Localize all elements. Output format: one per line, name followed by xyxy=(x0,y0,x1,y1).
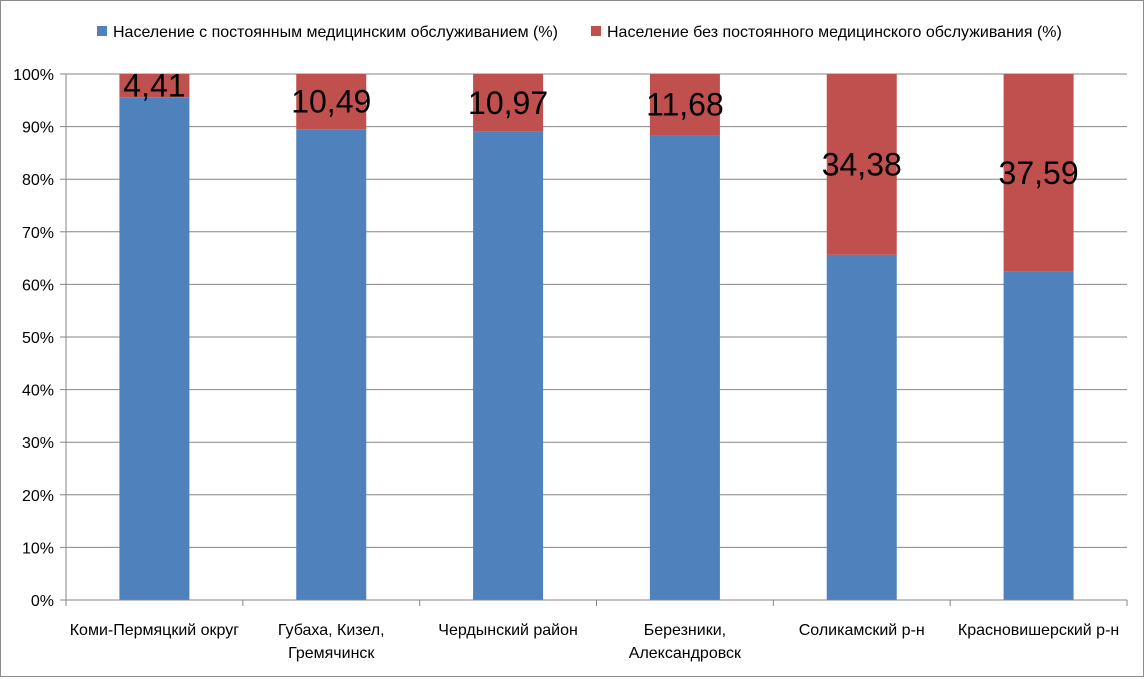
category-label: Соликамский р-н xyxy=(799,622,925,639)
category-label-line: Коми-Пермяцкий округ xyxy=(70,622,240,639)
category-label: Красновишерский р-н xyxy=(958,622,1119,639)
y-tick-label: 40% xyxy=(22,383,54,400)
y-tick-label: 20% xyxy=(22,488,54,505)
category-label: Губаха, Кизел, Гремячинск xyxy=(278,622,385,662)
bar-without-care xyxy=(1003,74,1074,272)
y-tick-label: 80% xyxy=(22,172,54,189)
legend-label: Население с постоянным медицинским обслу… xyxy=(113,24,558,41)
legend-label: Население без постоянного медицинского о… xyxy=(607,24,1062,41)
bar-with-care xyxy=(649,135,720,600)
legend: Население с постоянным медицинским обслу… xyxy=(97,24,1062,41)
category-label-line: Чердынский район xyxy=(438,622,578,639)
category-label-line: Гремячинск xyxy=(288,645,375,662)
category-label-line: Губаха, Кизел, xyxy=(278,622,385,639)
y-axis: 0% 10% 20% 30% 40% 50% 60% 70% 80% 90% 100% xyxy=(13,67,67,610)
data-label: 10,97 xyxy=(468,85,548,121)
category-label-line: Березники, xyxy=(644,622,726,639)
data-label: 4,41 xyxy=(123,68,185,104)
y-tick-label: 60% xyxy=(22,277,54,294)
y-tick-label: 0% xyxy=(31,593,54,610)
data-label: 11,68 xyxy=(646,87,724,123)
category-label: Березники, Александровск xyxy=(629,622,742,662)
y-tick-label: 100% xyxy=(13,67,54,84)
bar-without-care xyxy=(649,74,720,136)
y-tick-label: 70% xyxy=(22,225,54,242)
data-label: 37,59 xyxy=(999,155,1079,191)
category-label-line: Соликамский р-н xyxy=(799,622,925,639)
y-tick-label: 50% xyxy=(22,330,54,347)
gridlines xyxy=(66,73,1127,548)
bar-without-care xyxy=(296,74,367,130)
category-label: Чердынский район xyxy=(438,622,578,639)
bar-with-care xyxy=(296,129,367,600)
category-label-line: Красновишерский р-н xyxy=(958,622,1119,639)
data-label: 34,38 xyxy=(822,146,902,182)
y-tick-label: 90% xyxy=(22,120,54,137)
bars xyxy=(119,74,1074,601)
bar-with-care xyxy=(473,131,544,600)
bar-with-care xyxy=(119,97,190,601)
bar-with-care xyxy=(826,254,897,600)
y-tick-label: 30% xyxy=(22,435,54,452)
x-axis: Коми-Пермяцкий округ Губаха, Кизел, Гремяч… xyxy=(65,599,1128,662)
bar-with-care xyxy=(1003,271,1074,600)
bar-without-care xyxy=(473,74,544,132)
data-label: 10,49 xyxy=(291,84,371,120)
legend-swatch-with-care xyxy=(97,26,107,36)
y-tick-label: 10% xyxy=(22,540,54,557)
bar-without-care xyxy=(119,74,190,98)
category-label: Коми-Пермяцкий округ xyxy=(70,622,240,639)
data-labels: 4,41 10,49 10,97 11,68 34,38 37,59 xyxy=(123,68,1078,191)
category-label-line: Александровск xyxy=(629,645,742,662)
bar-without-care xyxy=(826,74,897,255)
legend-swatch-without-care xyxy=(591,26,601,36)
